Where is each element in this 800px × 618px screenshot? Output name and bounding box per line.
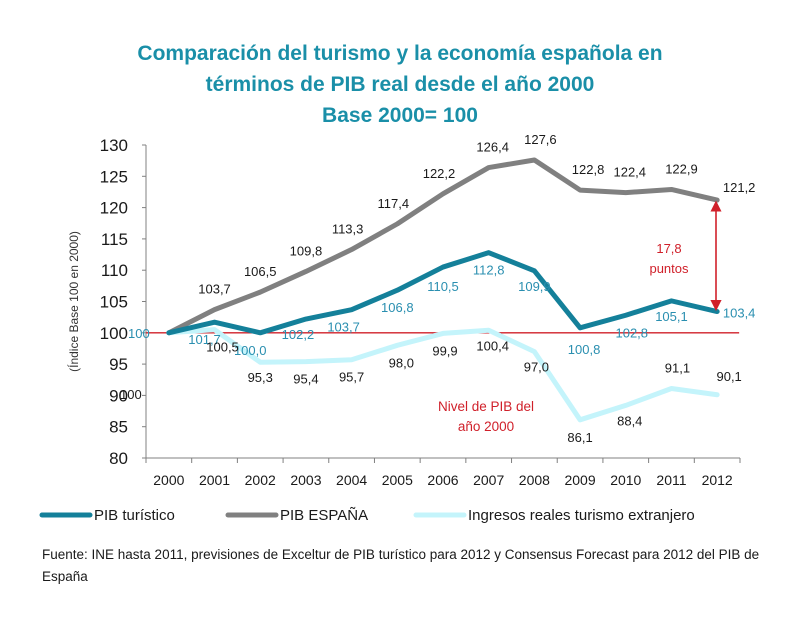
x-tick-label: 2011 [656, 472, 686, 488]
ingresos-data-label: 99,9 [432, 343, 457, 358]
y-tick-label: 110 [101, 261, 128, 280]
pib-turistico-data-label: 102,2 [282, 327, 315, 342]
legend: PIB turístico PIB ESPAÑA Ingresos reales t… [39, 507, 695, 524]
baseline-note-line2: año 2000 [458, 419, 514, 434]
pib-espana-data-label: 113,3 [332, 222, 364, 237]
source-note: Fuente: INE hasta 2011, previsiones de E… [42, 547, 760, 584]
chart-title: Comparación del turismo y la economía es… [0, 38, 800, 131]
ingresos-data-label: 95,7 [339, 370, 364, 385]
legend-item-ingresos-label: Ingresos reales turismo extranjero [468, 507, 695, 524]
x-tick-label: 2009 [564, 472, 595, 488]
y-tick-label: 90 [109, 386, 128, 405]
pib-turistico-data-label: 101,7 [188, 332, 221, 347]
pib-espana-data-label: 106,5 [244, 264, 277, 279]
x-tick-label: 2006 [427, 472, 458, 488]
x-tick-label: 2002 [245, 472, 276, 488]
chart-title-line1: Comparación del turismo y la economía es… [137, 42, 663, 65]
pib-turistico-data-label: 102,8 [615, 325, 648, 340]
pib-espana-data-label: 121,2 [723, 180, 756, 195]
data-labels: 100 103,7 106,5 109,8 113,3 117,4 122,2 126,4 12… [120, 132, 755, 445]
x-tick-label: 2008 [519, 472, 550, 488]
pib-turistico-data-label: 112,8 [473, 263, 505, 278]
y-tick-label: 125 [100, 167, 128, 186]
annotations: 17,8 puntos Nivel de PIB del año 2000 [438, 200, 722, 434]
y-tick-label: 80 [109, 449, 128, 468]
x-tick-label: 2007 [473, 472, 504, 488]
pib-espana-data-label: 126,4 [476, 140, 509, 155]
pib-espana-data-label: 103,7 [198, 282, 231, 297]
x-tick-label: 2012 [702, 472, 733, 488]
y-tick-label: 95 [109, 355, 128, 374]
x-tick-label: 2000 [153, 472, 184, 488]
pib-espana-data-label: 122,4 [613, 165, 646, 180]
y-tick-label: 85 [109, 418, 128, 437]
ingresos-data-label: 98,0 [389, 355, 414, 370]
x-tick-label: 2001 [199, 472, 230, 488]
y-tick-label: 100 [100, 324, 128, 343]
x-tick-label: 2003 [290, 472, 321, 488]
ingresos-data-label: 90,1 [716, 369, 741, 384]
ingresos-data-label: 97,0 [524, 360, 549, 375]
pib-espana-data-label: 122,9 [665, 161, 698, 176]
ingresos-data-label: 86,1 [567, 430, 592, 445]
pib-turistico-data-label: 106,8 [381, 300, 414, 315]
y-tick-label: 105 [100, 293, 128, 312]
pib-espana-data-label: 100 [120, 387, 142, 402]
pib-espana-data-label: 109,8 [290, 243, 323, 258]
series-group [166, 157, 720, 423]
pib-espana-data-label: 127,6 [524, 132, 557, 147]
pib-turistico-data-label: 100,0 [234, 343, 267, 358]
x-tick-label: 2004 [336, 472, 367, 488]
series-ingresos-line [166, 327, 720, 423]
legend-item-pib-espana-label: PIB ESPAÑA [280, 507, 368, 524]
pib-turistico-data-label: 103,7 [327, 320, 360, 335]
x-tick-label: 2010 [610, 472, 641, 488]
baseline-note-line1: Nivel de PIB del [438, 399, 534, 414]
pib-espana-data-label: 122,8 [572, 162, 605, 177]
x-tick-label: 2005 [382, 472, 413, 488]
y-tick-label: 130 [100, 136, 128, 155]
ingresos-data-label: 100,4 [476, 338, 509, 353]
ingresos-data-label: 91,1 [665, 361, 690, 376]
pib-turistico-data-label: 100,8 [568, 342, 601, 357]
pib-turistico-data-label: 103,4 [723, 306, 756, 321]
series-pib-turistico-line [166, 250, 720, 336]
series-pib-espana-line [166, 157, 720, 336]
ingresos-data-label: 100,5 [206, 340, 239, 355]
ingresos-data-label: 95,4 [293, 372, 318, 387]
pib-espana-data-label: 122,2 [423, 166, 456, 181]
y-axis-label: (Índice Base 100 en 2000) [66, 231, 81, 372]
gap-value-label: 17,8 [656, 241, 681, 256]
gap-unit-label: puntos [649, 261, 689, 276]
chart-subtitle: Base 2000= 100 [322, 104, 478, 127]
pib-turistico-data-label: 105,1 [655, 309, 688, 324]
chart-title-line2: términos de PIB real desde el año 2000 [205, 73, 595, 96]
legend-item-pib-turistico-label: PIB turístico [94, 507, 175, 524]
ingresos-data-label: 95,3 [248, 370, 273, 385]
pib-turistico-data-label: 110,5 [427, 279, 459, 294]
pib-turistico-data-label: 109,9 [518, 279, 551, 294]
ingresos-data-label: 88,4 [617, 413, 642, 428]
baseline-label: 100 [128, 326, 150, 341]
pib-espana-data-label: 117,4 [378, 196, 410, 211]
y-tick-label: 115 [101, 230, 128, 249]
y-tick-label: 120 [100, 199, 128, 218]
